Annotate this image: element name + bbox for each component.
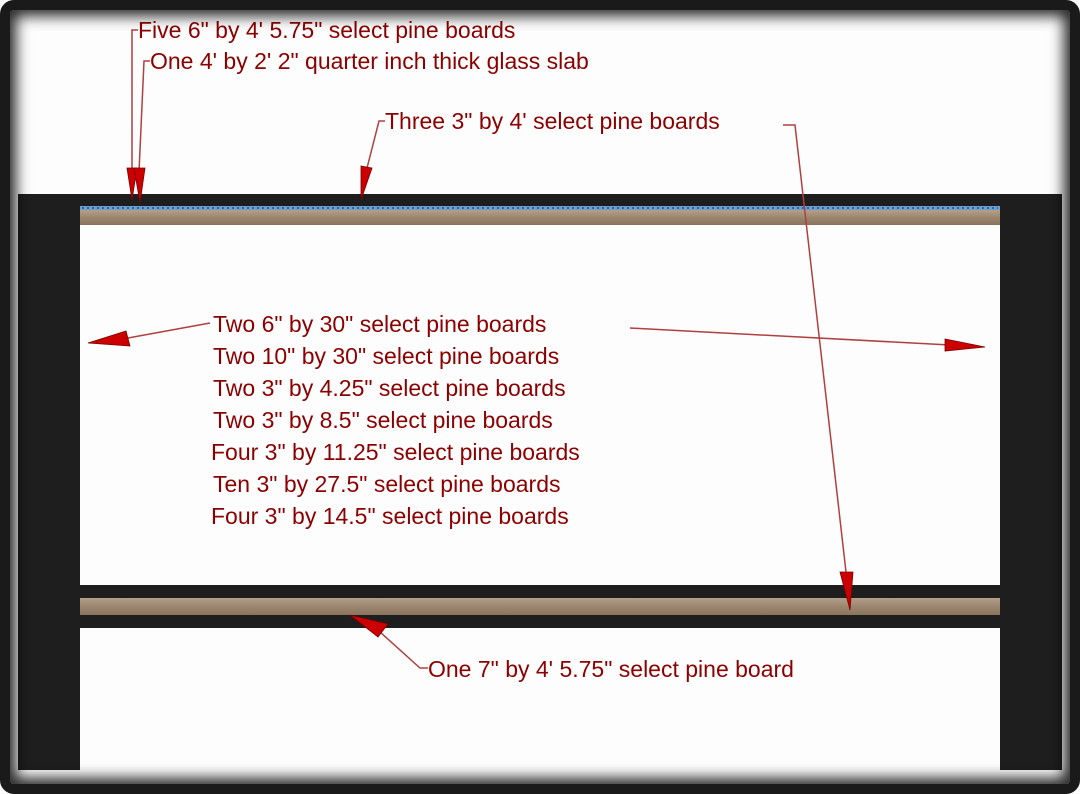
table-top-frame bbox=[18, 194, 1062, 208]
top-boards-label: Five 6" by 4' 5.75" select pine boards bbox=[138, 17, 515, 43]
arrowheads bbox=[87, 165, 986, 638]
top-pine-boards bbox=[80, 210, 1000, 225]
right-arrow-leader bbox=[629, 327, 951, 346]
shelf-arrow-icon bbox=[839, 571, 854, 611]
leader-lines bbox=[127, 29, 951, 669]
left-leg bbox=[18, 194, 80, 770]
parts-list-item: Two 6" by 30" select pine boards bbox=[213, 311, 546, 337]
lower-rail-bottom bbox=[80, 615, 1000, 628]
right-leg bbox=[1000, 194, 1062, 770]
top-rails-label: Three 3" by 4' select pine boards bbox=[385, 108, 720, 134]
top-boards-arrow-icon bbox=[126, 167, 138, 201]
parts-list-item: Ten 3" by 27.5" select pine boards bbox=[213, 471, 561, 497]
lower-rail-top bbox=[80, 585, 1000, 598]
right-arrow-icon bbox=[944, 338, 986, 352]
glass-leader bbox=[138, 60, 150, 173]
labels: Five 6" by 4' 5.75" select pine boards O… bbox=[138, 17, 795, 683]
left-arrow-icon bbox=[87, 330, 131, 347]
glass-arrow-icon bbox=[133, 167, 146, 204]
parts-list-item: Two 10" by 30" select pine boards bbox=[213, 343, 559, 369]
top-rails-leader bbox=[365, 120, 385, 173]
shelf-board bbox=[80, 598, 1000, 615]
glass-label: One 4' by 2' 2" quarter inch thick glass… bbox=[150, 48, 589, 74]
top-boards-leader bbox=[131, 29, 138, 172]
shelf-label-leader bbox=[379, 631, 428, 669]
left-arrow-leader bbox=[127, 322, 211, 339]
parts-list-item: Four 3" by 14.5" select pine boards bbox=[211, 503, 569, 529]
parts-list-item: Four 3" by 11.25" select pine boards bbox=[211, 439, 580, 465]
shelf-label: One 7" by 4' 5.75" select pine board bbox=[428, 656, 794, 682]
glass-slab bbox=[80, 206, 1000, 210]
top-rails-arrow-icon bbox=[360, 165, 373, 201]
table-structure bbox=[18, 194, 1062, 770]
parts-list-item: Two 3" by 8.5" select pine boards bbox=[213, 407, 553, 433]
parts-list-item: Two 3" by 4.25" select pine boards bbox=[213, 375, 566, 401]
shelf-label-arrow-icon bbox=[349, 614, 389, 638]
shelf-arrow-leader bbox=[783, 124, 847, 573]
